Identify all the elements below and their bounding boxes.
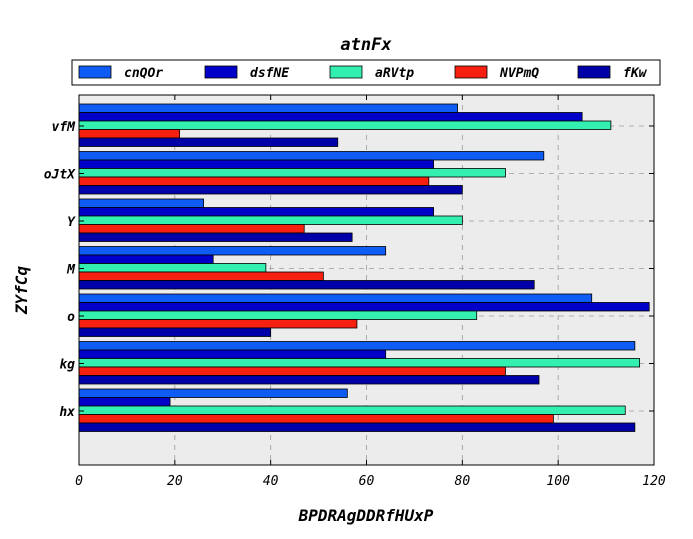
bar-fKw-o: [78, 327, 272, 337]
bar-dsfNE-kg: [78, 349, 387, 359]
y-tick-label: hx: [59, 405, 75, 420]
x-tick-label: 0: [75, 474, 83, 489]
legend-swatch-cnQOr: [78, 65, 112, 79]
legend-swatch-aRVtp: [329, 65, 363, 79]
y-tick-label: Y: [67, 215, 76, 230]
axis-ticks: 0 20 40 60 80 100 120 vfM oJtX Y Mo kg hx: [44, 95, 666, 489]
bar-fKw-vfM: [78, 137, 339, 147]
bar-aRVtp-oJtX: [78, 168, 506, 178]
legend-frame: [71, 59, 661, 86]
bar-dsfNE-M: [78, 254, 214, 264]
bar-NVPmQ-kg: [78, 366, 506, 376]
y-tick-label: M: [66, 263, 76, 278]
bar-dsfNE-oJtX: [78, 159, 434, 169]
x-tick-label: 20: [167, 474, 183, 489]
bar-aRVtp-kg: [78, 358, 641, 368]
x-tick-label: 80: [455, 474, 471, 489]
bar-dsfNE-vfM: [78, 112, 583, 122]
x-tick-label: 60: [359, 474, 375, 489]
bar-fKw-Y: [78, 232, 353, 242]
x-tick-label: 100: [546, 474, 570, 489]
chart-title: atnFx: [340, 35, 392, 55]
bar-NVPmQ-oJtX: [78, 176, 430, 186]
bar-fKw-hx: [78, 422, 636, 432]
y-axis-label: ZYfCq: [12, 266, 31, 316]
y-tick-label: o: [67, 310, 75, 325]
bar-fKw-M: [78, 280, 535, 290]
bar-dsfNE-Y: [78, 207, 434, 217]
bar-aRVtp-hx: [78, 405, 626, 415]
legend-swatch-NVPmQ: [454, 65, 488, 79]
bar-dsfNE-o: [78, 302, 650, 312]
legend-label-fKw: fKw: [623, 66, 648, 81]
bar-cnQOr-M: [78, 246, 387, 256]
legend-label-dsfNE: dsfNE: [250, 66, 289, 81]
bar-cnQOr-vfM: [78, 103, 458, 113]
bar-aRVtp-o: [78, 310, 478, 320]
bar-NVPmQ-M: [78, 271, 324, 281]
y-tick-label: vfM: [52, 120, 77, 135]
bar-fKw-kg: [78, 375, 540, 385]
bars: [78, 103, 650, 432]
x-tick-label: 120: [642, 474, 666, 489]
bar-cnQOr-kg: [78, 341, 636, 351]
bar-NVPmQ-vfM: [78, 129, 181, 139]
bar-NVPmQ-Y: [78, 224, 305, 234]
legend-label-cnQOr: cnQOr: [124, 66, 163, 81]
bar-aRVtp-M: [78, 263, 267, 273]
legend: cnQOr dsfNE aRVtp NVPmQ fKw: [71, 59, 661, 86]
legend-label-NVPmQ: NVPmQ: [499, 66, 539, 81]
bar-dsfNE-hx: [78, 397, 171, 407]
x-axis-label: BPDRAgDDRfHUxP: [298, 506, 434, 525]
x-tick-label: 40: [263, 474, 279, 489]
bar-cnQOr-Y: [78, 198, 204, 208]
bar-fKw-oJtX: [78, 185, 463, 195]
bar-NVPmQ-hx: [78, 414, 554, 424]
legend-swatch-fKw: [577, 65, 611, 79]
bar-aRVtp-vfM: [78, 120, 612, 130]
legend-label-aRVtp: aRVtp: [375, 66, 414, 81]
y-tick-label: oJtX: [44, 168, 76, 183]
bar-NVPmQ-o: [78, 319, 358, 329]
bar-aRVtp-Y: [78, 215, 463, 225]
bar-cnQOr-hx: [78, 388, 348, 398]
bar-cnQOr-o: [78, 293, 593, 303]
bar-cnQOr-oJtX: [78, 151, 545, 161]
y-tick-label: kg: [59, 358, 75, 373]
legend-swatch-dsfNE: [204, 65, 238, 79]
